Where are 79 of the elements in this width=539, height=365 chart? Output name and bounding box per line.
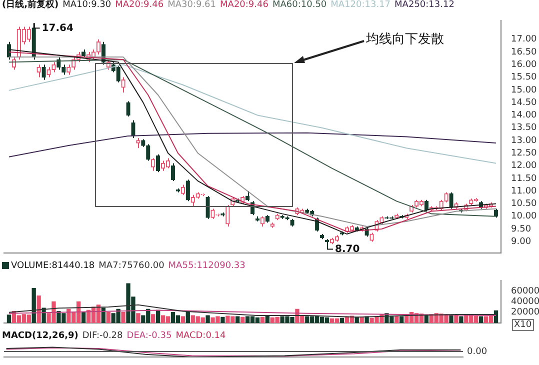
bar — [36, 296, 41, 323]
text: MA20:9.46 — [115, 0, 164, 10]
series-label: DEA:-0.35 — [126, 331, 172, 341]
y-tick-label: 11.00 — [511, 186, 538, 196]
candlestick — [126, 100, 130, 117]
bar — [459, 316, 464, 323]
bar — [260, 316, 265, 323]
bar — [32, 288, 36, 323]
candlestick — [170, 162, 176, 182]
candlestick — [206, 196, 210, 220]
candlestick — [121, 76, 126, 93]
y-tick-label: 15.50 — [511, 72, 538, 83]
bar — [81, 312, 86, 323]
bar — [121, 312, 126, 323]
bar — [240, 316, 245, 323]
annotation: 8.70 — [335, 244, 360, 255]
bar — [360, 316, 364, 323]
candlestick — [260, 216, 265, 227]
bar — [206, 315, 210, 323]
annotation: 均线向下发散 — [366, 31, 444, 48]
candlestick — [136, 137, 140, 149]
y-tick-label: 13.00 — [511, 136, 538, 146]
bar — [156, 310, 160, 323]
text: MA7:75760.00 — [98, 261, 164, 271]
bar — [340, 318, 344, 323]
text: MACD:0.14 — [176, 331, 226, 341]
candlestick — [146, 144, 150, 162]
y-tick-label: 12.00 — [511, 161, 538, 172]
bar — [6, 314, 12, 323]
y-tick-label: 9.00 — [511, 236, 532, 247]
y-tick-label: 60000 — [511, 286, 539, 296]
y-tick-label: 40000 — [511, 297, 539, 308]
ref-line-label: 0.00 — [467, 346, 488, 357]
candlestick — [186, 179, 190, 202]
candlestick — [42, 64, 46, 80]
candlestick — [324, 238, 330, 250]
candlestick — [36, 64, 41, 78]
y-tick-label: 16.50 — [511, 47, 538, 58]
text: MA30:9.61 — [168, 0, 216, 10]
text: MA60:10.50 — [272, 0, 327, 10]
candlestick — [156, 154, 160, 173]
candlestick — [226, 204, 230, 227]
text: X10 — [512, 319, 534, 331]
y-tick-label: 14.00 — [511, 110, 538, 121]
bar — [136, 313, 140, 323]
text: MA10:9.30 — [62, 0, 112, 10]
bar — [151, 314, 156, 323]
bar — [454, 315, 458, 323]
text: MA55:112090.33 — [168, 261, 246, 271]
y-tick-label: 16.00 — [511, 60, 538, 70]
series-label: DIF:-0.28 — [82, 331, 123, 341]
y-tick-label: 13.50 — [511, 123, 538, 134]
legend-label: VOLUME:81440.18 — [11, 261, 95, 271]
chart-title: MACD(12,26,9) — [2, 331, 78, 341]
bar — [106, 312, 110, 323]
candlestick — [131, 120, 136, 138]
candlestick — [449, 192, 454, 210]
candlestick — [96, 38, 101, 56]
bar — [180, 316, 186, 323]
y-tick-label: 11.50 — [511, 174, 538, 184]
text: MA120:13.17 — [330, 0, 391, 10]
y-tick-label: 9.50 — [511, 224, 532, 234]
annotation: 17.64 — [42, 22, 74, 34]
candlestick — [424, 199, 429, 212]
y-tick-label: 17.00 — [511, 34, 538, 45]
bar — [400, 316, 404, 323]
y-tick-label: 10.50 — [511, 199, 538, 210]
y-tick-label: 12.50 — [511, 148, 538, 158]
candlestick — [180, 184, 186, 196]
y-tick-label: 10.00 — [511, 212, 538, 222]
y-tick-label: 20000 — [511, 308, 539, 318]
text: MA250:13.12 — [394, 0, 454, 10]
y-tick-label: 15.00 — [511, 85, 538, 96]
bar — [479, 316, 484, 323]
y-tick-label: 14.50 — [511, 98, 538, 108]
bar — [220, 316, 225, 323]
text: MA20:9.46 — [220, 0, 268, 10]
candlestick — [151, 158, 156, 172]
bar — [236, 316, 240, 323]
